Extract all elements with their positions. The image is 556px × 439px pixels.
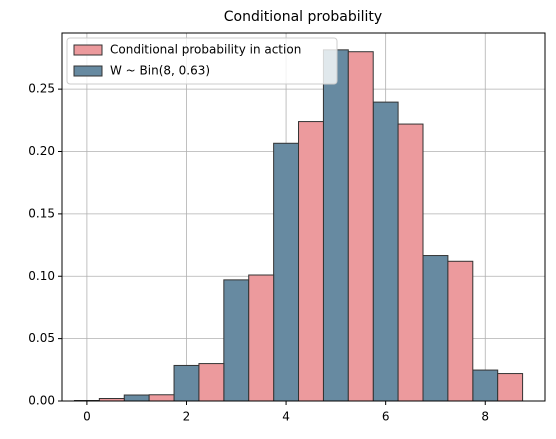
legend-label: W ~ Bin(8, 0.63) [110,64,210,78]
legend-swatch [74,66,102,76]
y-tick-label: 0.25 [28,82,55,96]
bar [149,395,174,401]
bar [323,50,348,401]
legend-label: Conditional probability in action [110,43,301,57]
x-tick-label: 8 [481,410,489,424]
bar [274,143,299,401]
y-tick-label: 0.00 [28,394,55,408]
x-tick-label: 0 [83,410,91,424]
bar [398,124,423,401]
bar [124,395,149,401]
x-tick-label: 6 [382,410,390,424]
x-tick-label: 2 [183,410,191,424]
y-tick-label: 0.05 [28,331,55,345]
y-tick-label: 0.10 [28,269,55,283]
bar [498,374,523,401]
bar [423,256,448,401]
bar [373,102,398,401]
bar [249,275,274,401]
bar [473,370,498,401]
bar [448,261,473,401]
y-tick-label: 0.20 [28,144,55,158]
bar [199,364,224,401]
bar [224,280,249,401]
y-tick-label: 0.15 [28,206,55,220]
bar [174,365,199,401]
chart-title: Conditional probability [224,9,382,25]
legend-swatch [74,45,102,55]
bar [348,52,373,401]
bar [299,122,324,401]
x-tick-label: 4 [282,410,290,424]
